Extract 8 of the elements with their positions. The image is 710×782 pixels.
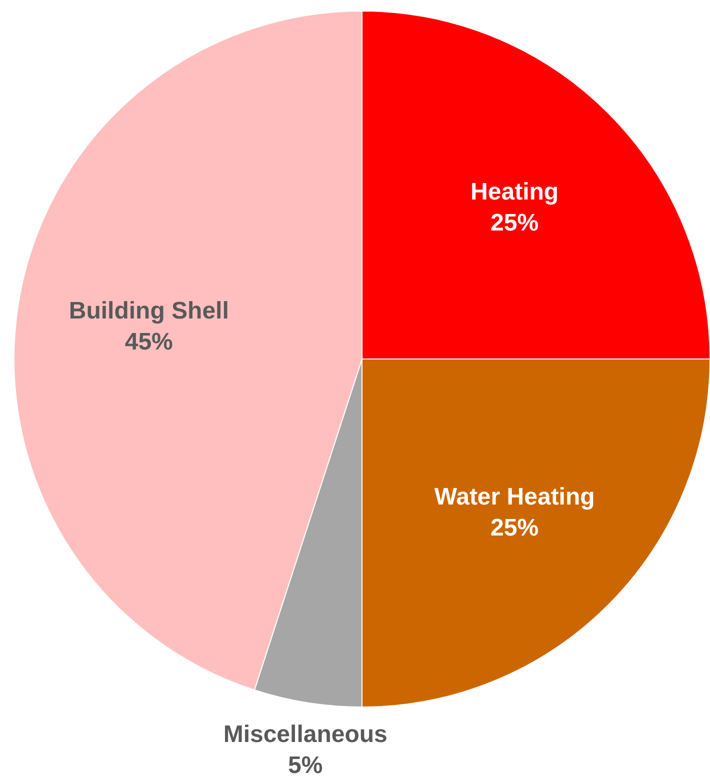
slice-label: Miscellaneous [223,720,388,748]
slice-label: Building Shell [68,297,229,324]
data-label: 25% [490,210,539,237]
slice-label: Heating [470,178,559,206]
data-label: 5% [288,752,323,779]
data-label: 25% [490,514,539,542]
data-label: 45% [124,328,173,356]
slice-label: Water Heating [434,484,595,511]
